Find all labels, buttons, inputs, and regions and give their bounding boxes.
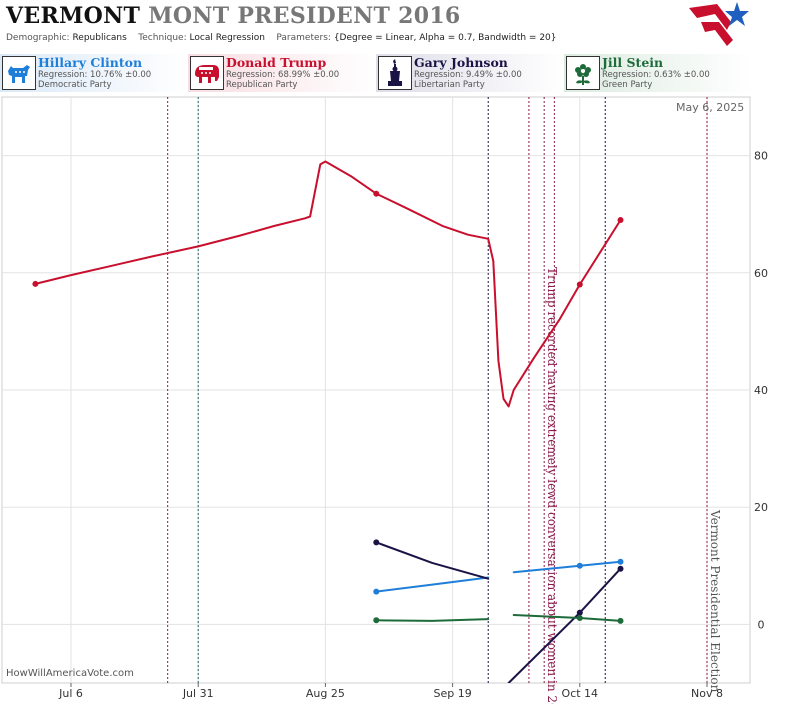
parameters-line: Demographic: Republicans Technique: Loca… xyxy=(6,33,557,43)
title-state: VERMONT xyxy=(6,3,141,29)
x-tick-label: Jul 6 xyxy=(58,687,83,700)
series-point xyxy=(617,565,624,572)
series-line xyxy=(512,614,622,622)
series-point xyxy=(617,558,624,565)
candidate-name: Jill Stein xyxy=(602,55,664,70)
series-point xyxy=(576,281,583,288)
series-gary-johnson xyxy=(373,539,624,683)
x-tick-label: Sep 19 xyxy=(433,687,471,700)
event-label: Trump recorded having extremely lewd con… xyxy=(545,267,559,704)
series-point xyxy=(373,588,380,595)
series-donald-trump xyxy=(32,160,624,408)
title-rest: MONT PRESIDENT 2016 xyxy=(148,3,461,29)
candidate-regression: Regression: 9.49% ±0.00 xyxy=(414,70,522,80)
demographic-value: Republicans xyxy=(72,33,127,43)
candidate-party: Libertarian Party xyxy=(414,80,485,90)
x-tick-label: Oct 14 xyxy=(562,687,599,700)
series-hillary-clinton xyxy=(373,558,624,595)
series-point xyxy=(373,617,380,624)
series-line xyxy=(507,567,622,683)
candidate-regression: Regression: 68.99% ±0.00 xyxy=(226,70,340,80)
candidate-name: Hillary Clinton xyxy=(38,55,143,70)
demographic-label: Demographic: xyxy=(6,33,70,43)
regression-chart: Trump recorded having extremely lewd con… xyxy=(1,96,768,704)
y-tick-label: 80 xyxy=(754,150,768,163)
series-line xyxy=(34,160,622,408)
liberty-icon xyxy=(378,56,412,90)
series-point xyxy=(373,539,380,546)
technique-label: Technique: xyxy=(138,33,187,43)
parameters-value: {Degree = Linear, Alpha = 0.7, Bandwidth… xyxy=(333,33,557,43)
candidate-name: Donald Trump xyxy=(226,55,327,70)
event-layer: Trump recorded having extremely lewd con… xyxy=(167,97,722,704)
candidate-card-johnson[interactable]: Gary Johnson Regression: 9.49% ±0.00 Lib… xyxy=(376,54,564,92)
x-tick-label: Jul 31 xyxy=(182,687,214,700)
series-line xyxy=(512,560,622,574)
event-label: Vermont Presidential Election xyxy=(708,509,722,693)
watermark: HowWillAmericaVote.com xyxy=(6,668,134,679)
series-point xyxy=(576,562,583,569)
candidate-party: Democratic Party xyxy=(38,80,112,90)
elephant-icon xyxy=(190,56,224,90)
series-point xyxy=(32,280,39,287)
series-line xyxy=(375,576,490,593)
series-layer xyxy=(32,160,624,683)
y-tick-label: 0 xyxy=(758,618,765,631)
candidate-party: Green Party xyxy=(602,80,653,90)
series-point xyxy=(576,614,583,621)
y-tick-label: 20 xyxy=(754,501,768,514)
date-stamp: May 6, 2025 xyxy=(676,101,745,114)
candidate-regression: Regression: 10.76% ±0.00 xyxy=(38,70,152,80)
series-point xyxy=(576,609,583,616)
series-point xyxy=(373,190,380,197)
donkey-icon xyxy=(2,56,36,90)
parameters-label: Parameters: xyxy=(276,33,331,43)
candidate-card-stein[interactable]: Jill Stein Regression: 0.63% ±0.00 Green… xyxy=(564,54,752,92)
y-tick-label: 60 xyxy=(754,267,768,280)
flower-icon xyxy=(566,56,600,90)
axis-layer: 0 20 40 60 80 Jul 6 Jul 31 Aug 25 Sep 19 Oct 14 No… xyxy=(58,150,768,700)
series-line xyxy=(375,541,490,580)
series-line xyxy=(375,618,490,622)
technique-value: Local Regression xyxy=(189,33,265,43)
page-title: VERMONT MONT PRESIDENT 2016 xyxy=(6,3,461,29)
candidate-party: Republican Party xyxy=(226,80,298,90)
y-tick-label: 40 xyxy=(754,384,768,397)
candidate-card-clinton[interactable]: Hillary Clinton Regression: 10.76% ±0.00… xyxy=(0,54,188,92)
candidate-regression: Regression: 0.63% ±0.00 xyxy=(602,70,710,80)
x-tick-label: Nov 8 xyxy=(691,687,723,700)
chart-header: VERMONT MONT PRESIDENT 2016 Demographic:… xyxy=(0,0,789,52)
candidate-name: Gary Johnson xyxy=(414,55,508,70)
x-tick-label: Aug 25 xyxy=(306,687,345,700)
site-logo xyxy=(689,2,749,46)
series-jill-stein xyxy=(373,614,624,624)
series-point xyxy=(617,617,624,624)
candidate-card-trump[interactable]: Donald Trump Regression: 68.99% ±0.00 Re… xyxy=(188,54,376,92)
series-point xyxy=(617,217,624,224)
grid-layer xyxy=(1,96,751,684)
